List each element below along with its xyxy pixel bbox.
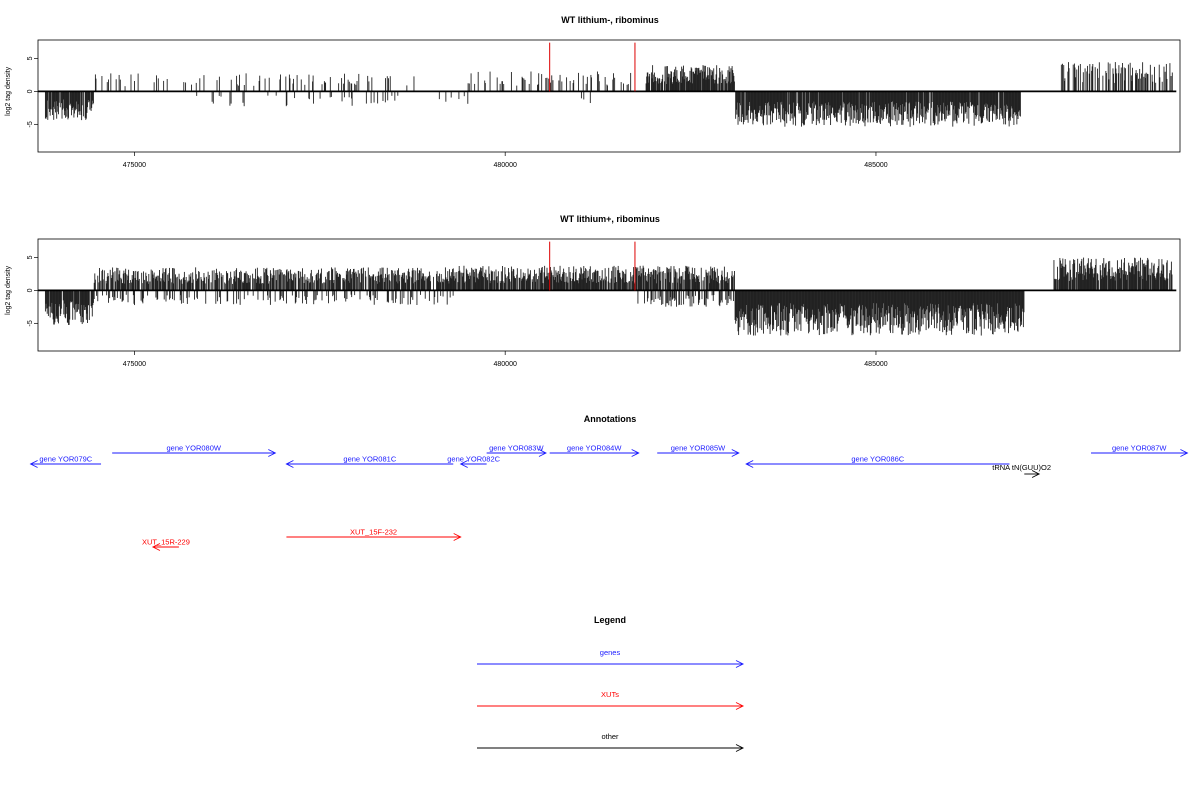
legend-item-xuts: XUTs [477,690,745,710]
feature-label: gene YOR081C [343,455,396,464]
signal-bars [44,62,1173,127]
feature-other: tRNA tN(GUU)O2 [992,463,1051,478]
feature-arrowhead [29,460,38,468]
feature-arrowhead [453,533,462,541]
x-tick-label: 475000 [123,162,146,169]
y-tick-label: 5 [27,255,34,259]
plot-frame [37,238,1181,352]
y-tick-label: -5 [27,121,34,127]
feature-genes: gene YOR087W [1091,444,1189,457]
feature-label: gene YOR079C [39,455,92,464]
feature-label: XUT_15F-232 [350,528,397,537]
feature-arrowhead [631,449,640,457]
legend-label: other [601,732,619,741]
feature-arrowhead [745,460,754,468]
legend-title: Legend [594,615,626,625]
y-axis-label: log2 tag density [5,66,12,116]
legend-label: XUTs [601,690,619,699]
feature-genes: gene YOR081C [285,455,454,468]
x-tick-label: 485000 [864,361,887,368]
feature-arrowhead [459,460,468,468]
feature-genes: gene YOR082C [447,455,501,468]
x-tick-label: 485000 [864,162,887,169]
chart-panel-2: WT lithium+, ribominus 5 0 -5 log2 tag densi… [5,214,1181,368]
feature-label: gene YOR086C [851,455,904,464]
legend: Legend genes XUTs other [477,615,745,752]
feature-genes: gene YOR084W [549,444,640,457]
x-tick-label: 480000 [494,361,517,368]
feature-label: XUT_15R-229 [142,538,190,547]
feature-arrowhead [735,702,745,710]
feature-arrowhead [151,543,161,551]
feature-label: gene YOR087W [1112,444,1167,453]
annotations-track: Annotations gene YOR079C gene YOR080W gene … [29,414,1189,551]
feature-label: gene YOR082C [447,455,500,464]
feature-genes: gene YOR086C [745,455,1010,468]
feature-genes: gene YOR085W [657,444,740,457]
feature-arrowhead [731,449,740,457]
y-axis-label: log2 tag density [5,265,12,315]
feature-arrowhead [285,460,294,468]
y-tick-label: 0 [27,288,34,292]
feature-label: gene YOR084W [567,444,622,453]
feature-label: gene YOR083W [489,444,544,453]
y-tick-label: 5 [27,56,34,60]
feature-arrowhead [735,660,745,668]
feature-arrowhead [268,449,277,457]
plot-frame [37,39,1181,153]
legend-label: genes [600,648,621,657]
y-tick-label: -5 [27,320,34,326]
feature-genes: gene YOR083W [486,444,547,457]
feature-genes: gene YOR080W [112,444,277,457]
legend-item-other: other [477,732,745,752]
x-tick-label: 480000 [494,162,517,169]
legend-item-genes: genes [477,648,745,668]
feature-arrowhead [538,449,547,457]
chart-title: WT lithium-, ribominus [561,15,659,25]
chart-panel-1: WT lithium-, ribominus 5 0 -5 log2 tag densi… [5,15,1181,169]
feature-genes: gene YOR079C [29,455,102,468]
feature-label: gene YOR085W [671,444,726,453]
chart-title: WT lithium+, ribominus [560,214,660,224]
feature-label: gene YOR080W [166,444,221,453]
feature-arrowhead [1180,449,1189,457]
feature-arrowhead [735,744,745,752]
feature-arrowhead [1031,470,1041,478]
feature-label: tRNA tN(GUU)O2 [992,463,1051,472]
annotations-title: Annotations [584,414,637,424]
feature-xuts: XUT_15R-229 [142,538,190,551]
x-tick-label: 475000 [123,361,146,368]
signal-bars [44,257,1173,336]
feature-xuts: XUT_15F-232 [286,528,462,541]
y-tick-label: 0 [27,89,34,93]
